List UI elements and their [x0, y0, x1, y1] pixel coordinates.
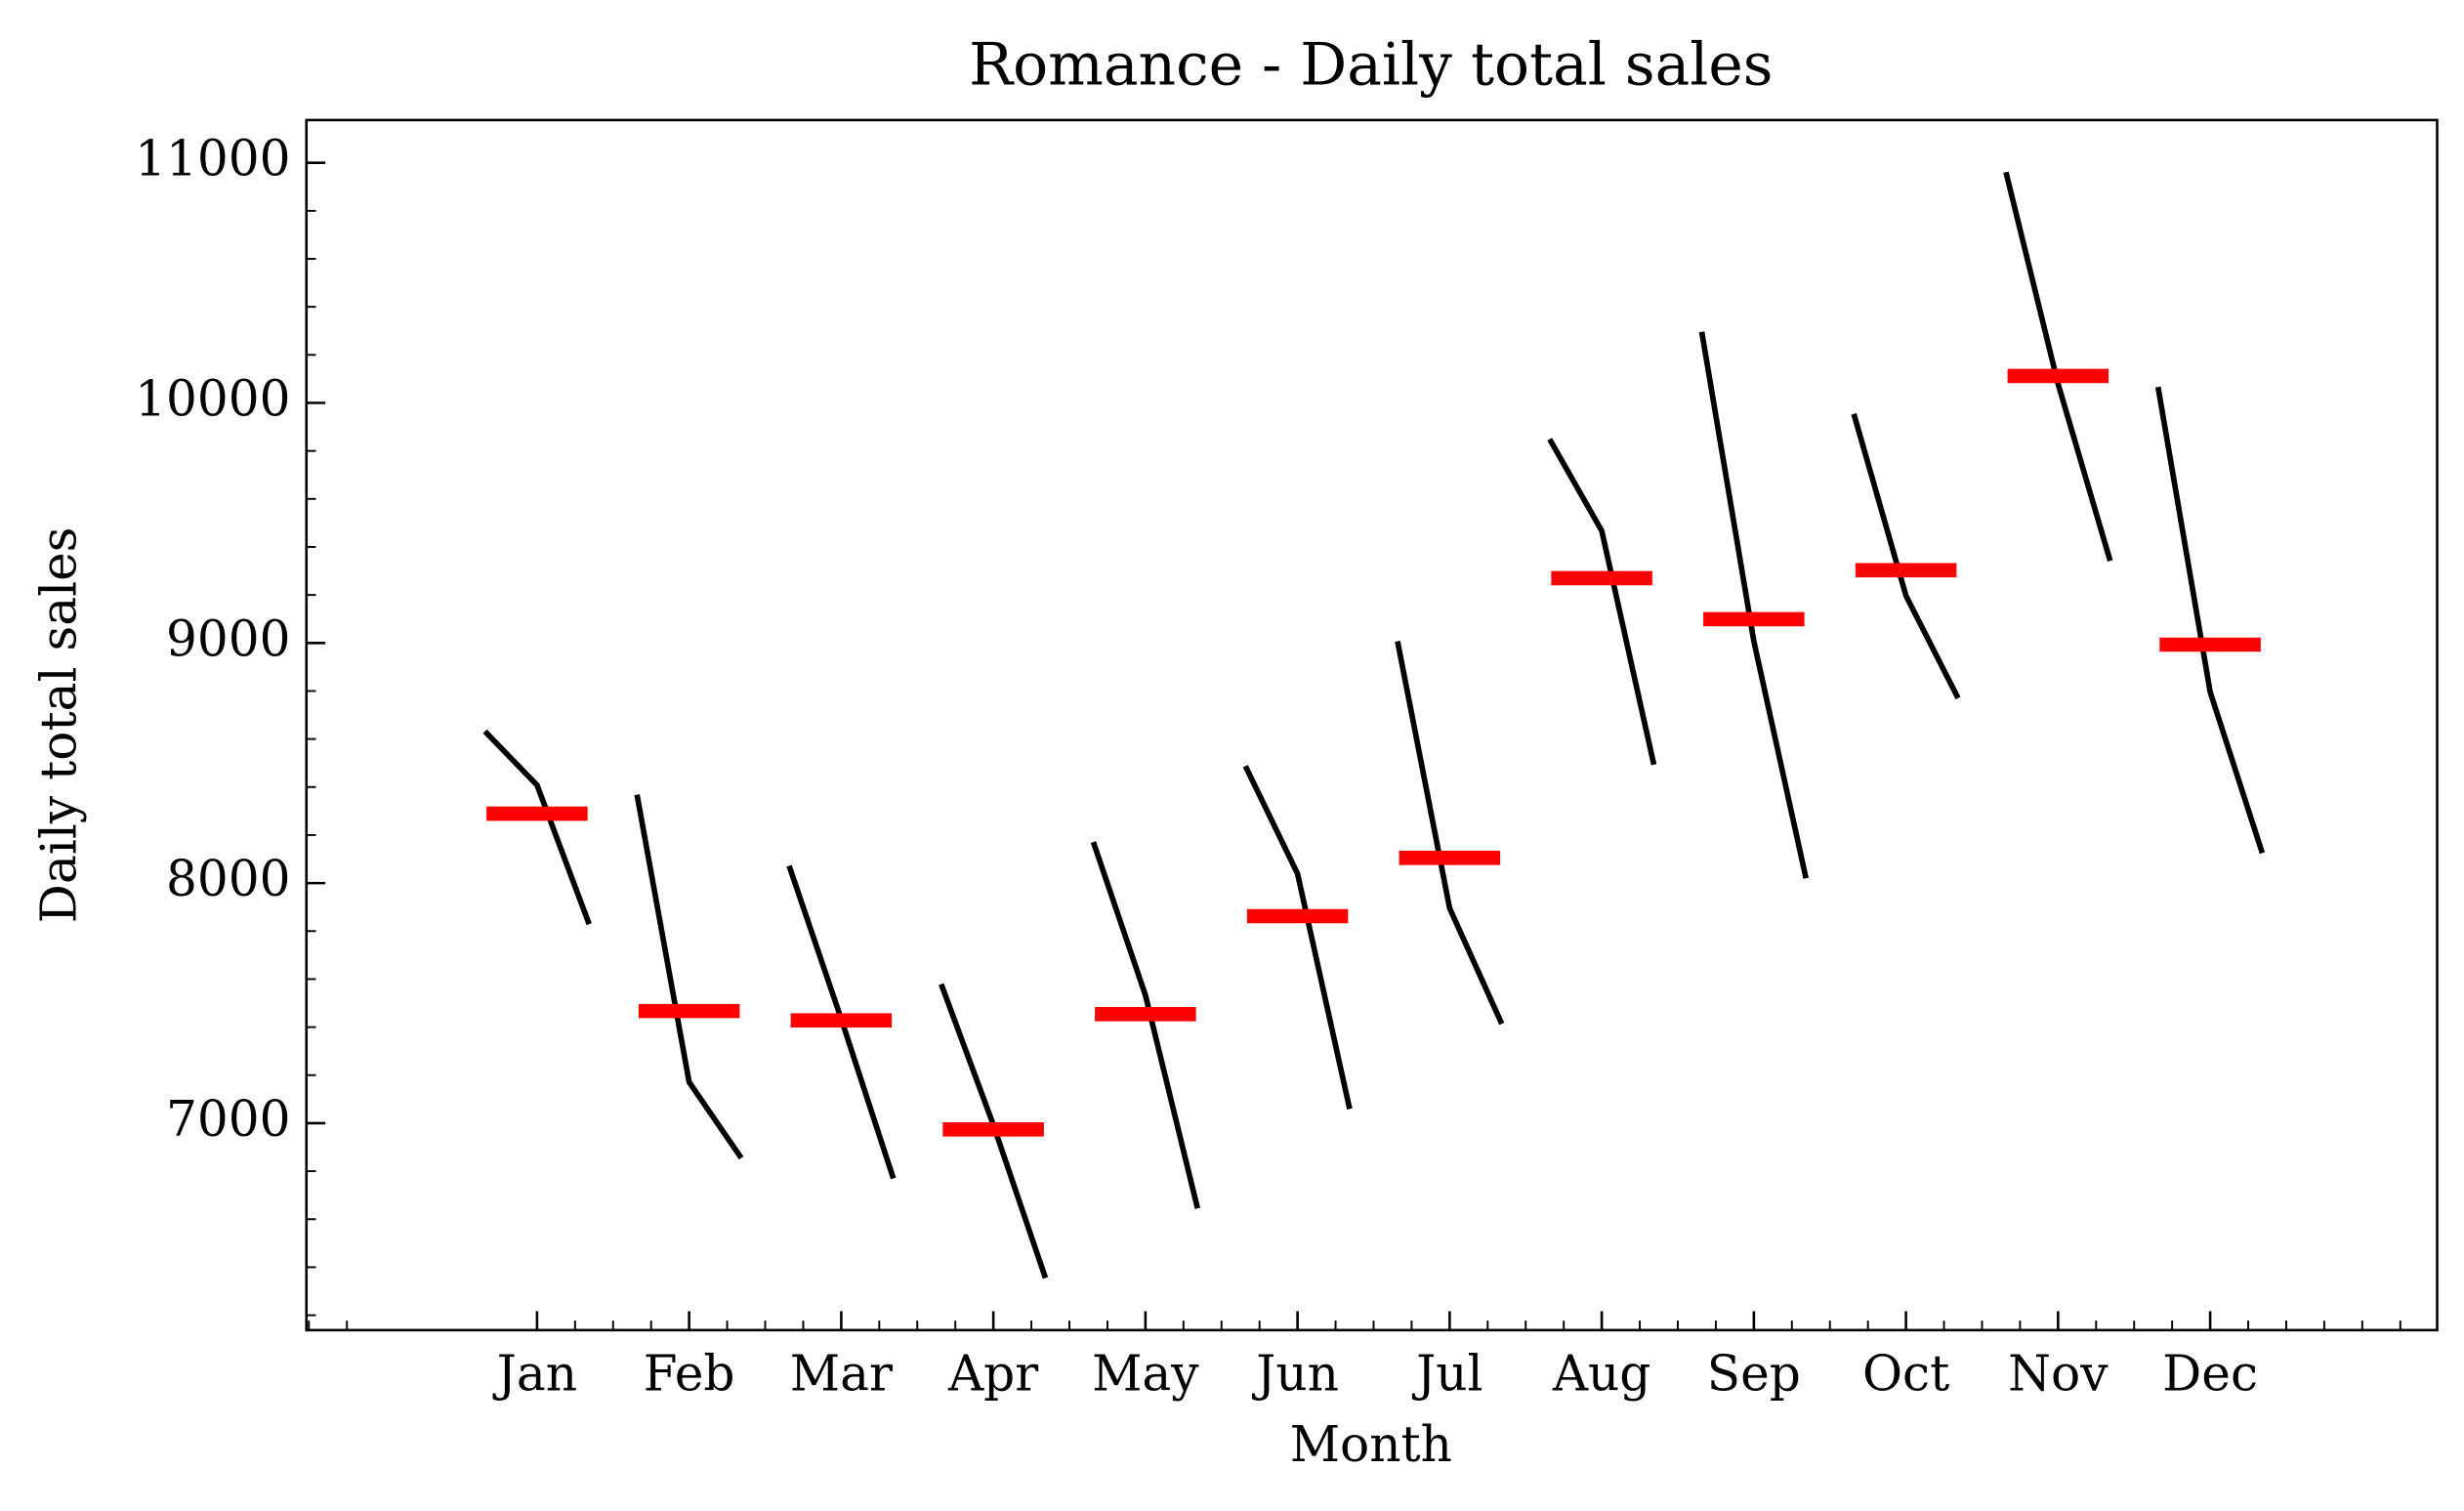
y-axis-label: Daily total sales: [30, 526, 88, 923]
plot-frame: [305, 118, 2439, 1332]
month-line: [2003, 171, 2113, 563]
y-tick-label: 7000: [166, 1090, 291, 1148]
month-line: [1090, 841, 1200, 1209]
month-line: [2154, 386, 2266, 855]
x-tick-label: Jan: [492, 1344, 577, 1402]
month-line: [1547, 438, 1657, 766]
chart-title: Romance - Daily total sales: [969, 31, 1773, 100]
month-line: [1242, 765, 1353, 1111]
y-tick-label: 9000: [166, 609, 291, 667]
x-tick-label: Mar: [790, 1344, 893, 1402]
x-tick-label: Nov: [2008, 1344, 2109, 1402]
x-tick-label: Aug: [1552, 1344, 1651, 1402]
month-line: [1851, 413, 1961, 700]
x-tick-label: Jul: [1411, 1344, 1483, 1402]
x-tick-label: Feb: [644, 1344, 735, 1402]
month-line: [482, 729, 592, 926]
x-axis-label: Month: [1290, 1415, 1452, 1473]
month-line: [634, 794, 744, 1160]
x-tick-label: Oct: [1862, 1344, 1949, 1402]
y-tick-label: 10000: [135, 369, 290, 427]
month-line: [1395, 641, 1505, 1026]
x-tick-label: Apr: [947, 1344, 1038, 1402]
x-tick-label: May: [1092, 1344, 1199, 1402]
x-tick-label: Dec: [2162, 1344, 2258, 1402]
y-tick-label: 11000: [135, 130, 290, 188]
month-line: [1698, 331, 1809, 879]
y-tick-label: 8000: [166, 850, 291, 907]
x-tick-label: Sep: [1707, 1344, 1801, 1402]
x-tick-label: Jun: [1251, 1344, 1339, 1402]
